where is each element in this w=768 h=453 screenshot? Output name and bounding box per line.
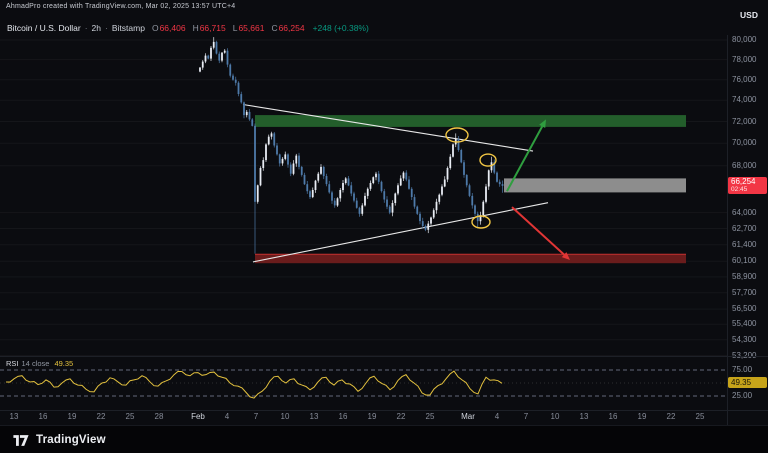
- last-price-value: 66,254: [731, 177, 756, 186]
- price-tick-label: 68,000: [732, 161, 757, 170]
- ohlc-close: C66,254: [271, 23, 305, 33]
- rsi-line: [5, 370, 503, 399]
- time-tick-label: 16: [608, 412, 618, 421]
- price-tick-label: 56,500: [732, 304, 757, 313]
- last-price-badge: 66,254 02:45: [728, 177, 767, 194]
- lower-touch-ellipse[interactable]: [471, 215, 491, 229]
- price-tick-label: 25.00: [732, 391, 753, 400]
- mid-supply-zone-gray[interactable]: [504, 178, 686, 193]
- price-scale[interactable]: 66,254 02:45 49.35 80,000 78,000 76,000 74,…: [728, 0, 768, 425]
- price-tick-label: 60,100: [732, 256, 757, 265]
- candles-series: [199, 37, 504, 254]
- time-tick-label: 4: [494, 412, 500, 421]
- time-tick-label: 22: [396, 412, 406, 421]
- time-tick-label: 13: [9, 412, 19, 421]
- change-value: +248 (+0.38%): [312, 23, 369, 33]
- time-tick-label: 10: [550, 412, 560, 421]
- rsi-params: 14 close: [21, 359, 50, 368]
- price-tick-label: 80,000: [732, 35, 757, 44]
- tradingview-logo-icon: [13, 434, 29, 446]
- price-tick-label: 55,400: [732, 319, 757, 328]
- time-axis[interactable]: 13 16 19 22 25 28 Feb 4 7 10 13 16 19 22 25 Mar 4 7 10 13 16…: [0, 411, 727, 425]
- price-tick-label: 64,000: [732, 208, 757, 217]
- price-tick-label: 76,000: [732, 75, 757, 84]
- time-tick-label: Feb: [191, 412, 205, 421]
- chart-legend: Bitcoin / U.S. Dollar · 2h · Bitstamp O6…: [7, 23, 369, 33]
- time-tick-label: 10: [280, 412, 290, 421]
- tradingview-wordmark: TradingView: [36, 434, 106, 446]
- time-tick-label: 19: [367, 412, 377, 421]
- ohlc-high: H66,715: [192, 23, 226, 33]
- separator-dot: ·: [105, 23, 108, 33]
- time-tick-label: 16: [38, 412, 48, 421]
- time-tick-label: 19: [637, 412, 647, 421]
- support-zone-red[interactable]: [255, 253, 686, 264]
- price-tick-label: 78,000: [732, 55, 757, 64]
- price-tick-label: 62,700: [732, 224, 757, 233]
- time-tick-label: 25: [695, 412, 705, 421]
- time-tick-label: 13: [309, 412, 319, 421]
- price-scale-separator: [727, 35, 728, 425]
- resistance-zone-green[interactable]: [255, 115, 686, 127]
- price-tick-label: 53,200: [732, 352, 756, 360]
- price-tick-label: 75.00: [732, 365, 753, 374]
- time-tick-label: 16: [338, 412, 348, 421]
- ohlc-open: O66,406: [151, 23, 186, 33]
- exchange-label[interactable]: Bitstamp: [111, 23, 145, 33]
- price-tick-label: 54,300: [732, 335, 757, 344]
- time-tick-label: 25: [425, 412, 435, 421]
- time-tick-label: 25: [125, 412, 135, 421]
- price-tick-label: 57,700: [732, 288, 757, 297]
- time-tick-label: 22: [666, 412, 676, 421]
- rsi-value-badge: 49.35: [728, 377, 767, 388]
- bullish-breakout-arrow[interactable]: [506, 119, 546, 192]
- price-tick-label: 58,900: [732, 272, 757, 281]
- time-tick-label: 7: [523, 412, 529, 421]
- rsi-value: 49.35: [54, 359, 74, 368]
- time-tick-label: Mar: [461, 412, 475, 421]
- time-tick-label: 7: [253, 412, 259, 421]
- time-tick-label: 19: [67, 412, 77, 421]
- bar-close-countdown: 02:45: [731, 186, 748, 193]
- tradingview-logo[interactable]: TradingView: [12, 434, 106, 447]
- rsi-name: RSI: [6, 359, 19, 368]
- pane-separator[interactable]: [0, 356, 768, 357]
- symbol-title[interactable]: Bitcoin / U.S. Dollar: [7, 23, 81, 33]
- time-tick-label: 22: [96, 412, 106, 421]
- bearish-breakdown-arrow[interactable]: [511, 206, 570, 260]
- time-tick-label: 13: [579, 412, 589, 421]
- ohlc-low: L65,661: [232, 23, 265, 33]
- minor-touch-ellipse[interactable]: [479, 153, 497, 167]
- rsi-pane[interactable]: [0, 357, 727, 409]
- price-tick-label: 72,000: [732, 117, 757, 126]
- upper-trendline[interactable]: [242, 103, 534, 152]
- price-tick-label: 61,400: [732, 240, 757, 249]
- price-tick-label: 70,000: [732, 138, 757, 147]
- main-price-pane[interactable]: [0, 35, 727, 356]
- separator-dot: ·: [84, 23, 88, 33]
- axis-separator: [0, 410, 768, 411]
- footer-bar: TradingView: [0, 425, 768, 453]
- time-tick-label: 4: [224, 412, 230, 421]
- price-scale-currency-label[interactable]: USD: [740, 10, 758, 20]
- lower-trendline[interactable]: [252, 202, 549, 263]
- attribution-text: AhmadPro created with TradingView.com, M…: [6, 3, 236, 10]
- price-tick-label: 74,000: [732, 95, 757, 104]
- rsi-indicator-legend[interactable]: RSI 14 close 49.35: [6, 359, 73, 368]
- time-tick-label: 28: [154, 412, 164, 421]
- grid-lines: [0, 39, 727, 356]
- interval-label[interactable]: 2h: [91, 23, 102, 33]
- upper-touch-ellipse[interactable]: [445, 127, 469, 143]
